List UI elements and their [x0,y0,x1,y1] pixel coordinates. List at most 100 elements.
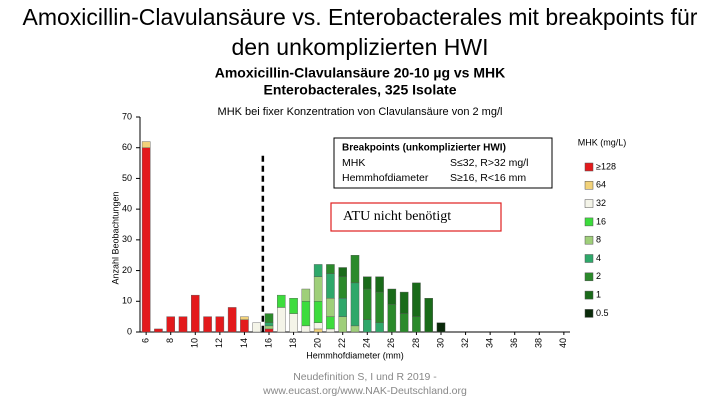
annotation-text: Hemmhofdiameter [342,172,429,184]
bar-segment [141,147,151,333]
annotation-title: Breakpoints (unkomplizierter HWI) [342,143,506,154]
bar-segment [326,298,335,317]
bar-segment [338,298,347,317]
bar-segment [313,301,323,323]
slide-title: Amoxicillin-Clavulansäure vs. Enterobact… [22,4,698,60]
bar-segment [375,276,384,293]
legend-swatch [584,290,594,300]
bar-segment [375,291,384,323]
annotation-text: S≥16, R<16 mm [450,172,526,184]
y-tick-label: 70 [122,111,132,121]
bar-segment [326,328,335,333]
x-tick-label: 10 [190,338,200,348]
legend-label: 1 [596,289,601,299]
footer-line: Neudefinition S, I und R 2019 - [293,371,437,383]
note: ATU nicht benötigt [343,209,451,224]
legend-swatch [584,254,594,263]
legend-swatch [584,235,594,245]
x-tick-label: 24 [362,338,372,348]
legend-swatch [584,309,594,318]
legend-label: 0.5 [596,308,609,318]
bar-segment [301,288,311,302]
legend-swatch [584,181,594,190]
bar-segment [141,141,151,148]
bar-segment [289,313,298,333]
x-tick-label: 6 [141,338,151,343]
bar-segment [363,288,372,320]
bar-segment [240,319,249,333]
bar-segment [326,273,335,299]
chart-title: Amoxicillin-Clavulansäure 20-10 µg vs MH… [215,65,506,81]
x-tick-label: 36 [509,338,519,348]
y-tick-label: 30 [122,234,132,244]
bar-segment [301,325,311,333]
bar-segment [227,307,237,333]
footer-line: www.eucast.org/www.NAK-Deutschland.org [263,385,467,397]
legend-label: 32 [596,198,606,208]
bar-segment [313,264,323,277]
bar-segment [264,325,274,330]
footer: Neudefinition S, I und R 2019 - www.euca… [200,370,530,398]
bar-segment [264,328,274,333]
legend-label: 8 [596,235,601,245]
bar-segment [154,328,163,333]
x-tick-label: 28 [411,338,421,348]
x-tick-label: 26 [386,338,396,348]
x-tick-label: 18 [288,338,298,348]
x-tick-label: 8 [165,338,175,343]
bar-segment [264,313,274,323]
x-tick-label: 40 [558,338,568,348]
legend-title: MHK (mg/L) [578,137,627,147]
legend-label: ≥128 [596,161,616,171]
x-axis-label: Hemmhofdiameter (mm) [306,350,404,360]
bar-segment [313,322,323,330]
y-axis-label: Anzahl Beobachtungen [110,191,120,284]
bar-segment [399,291,409,314]
y-tick-label: 20 [122,265,132,275]
bar-segment [178,316,188,333]
bar-segment [363,319,372,333]
x-tick-label: 30 [435,338,445,348]
legend-label: 64 [596,180,606,190]
bar-segment [289,298,298,314]
y-tick-label: 0 [127,326,132,336]
bar-segment [387,304,397,333]
x-tick-label: 22 [337,338,347,348]
bar-segment [424,298,433,333]
bar-segment [412,282,421,317]
bar-segment [436,322,446,333]
bar-segment [191,294,200,333]
bar-segment [301,301,311,327]
y-tick-label: 40 [122,204,132,214]
bar-segment [252,322,261,333]
bar-segment [277,307,286,333]
legend-label: 16 [596,216,606,226]
bar-segment [350,325,360,333]
bar-segment [277,294,286,308]
y-tick-label: 50 [122,173,132,183]
chart-title: Enterobacterales, 325 Isolate [264,82,457,98]
annotation-box [333,137,553,189]
bar-segment [363,276,372,290]
legend-swatch [584,199,594,208]
bar-segment [338,316,347,333]
bar-segment [166,316,175,333]
x-tick-label: 32 [460,338,470,348]
legend-swatch [584,162,594,172]
x-tick-label: 34 [485,338,495,348]
x-tick-label: 20 [313,338,323,348]
bar-segment [387,288,397,305]
bar-segment [326,316,335,330]
legend-swatch [584,217,594,227]
bar-segment [350,282,360,327]
x-tick-label: 14 [239,338,249,348]
legend-swatch [584,272,594,282]
bar-segment [399,313,409,333]
annotation-text: S≤32, R>32 mg/l [450,157,528,169]
bar-segment [215,316,225,333]
y-tick-label: 60 [122,142,132,152]
legend-label: 4 [596,253,601,263]
bar-segment [338,276,347,299]
